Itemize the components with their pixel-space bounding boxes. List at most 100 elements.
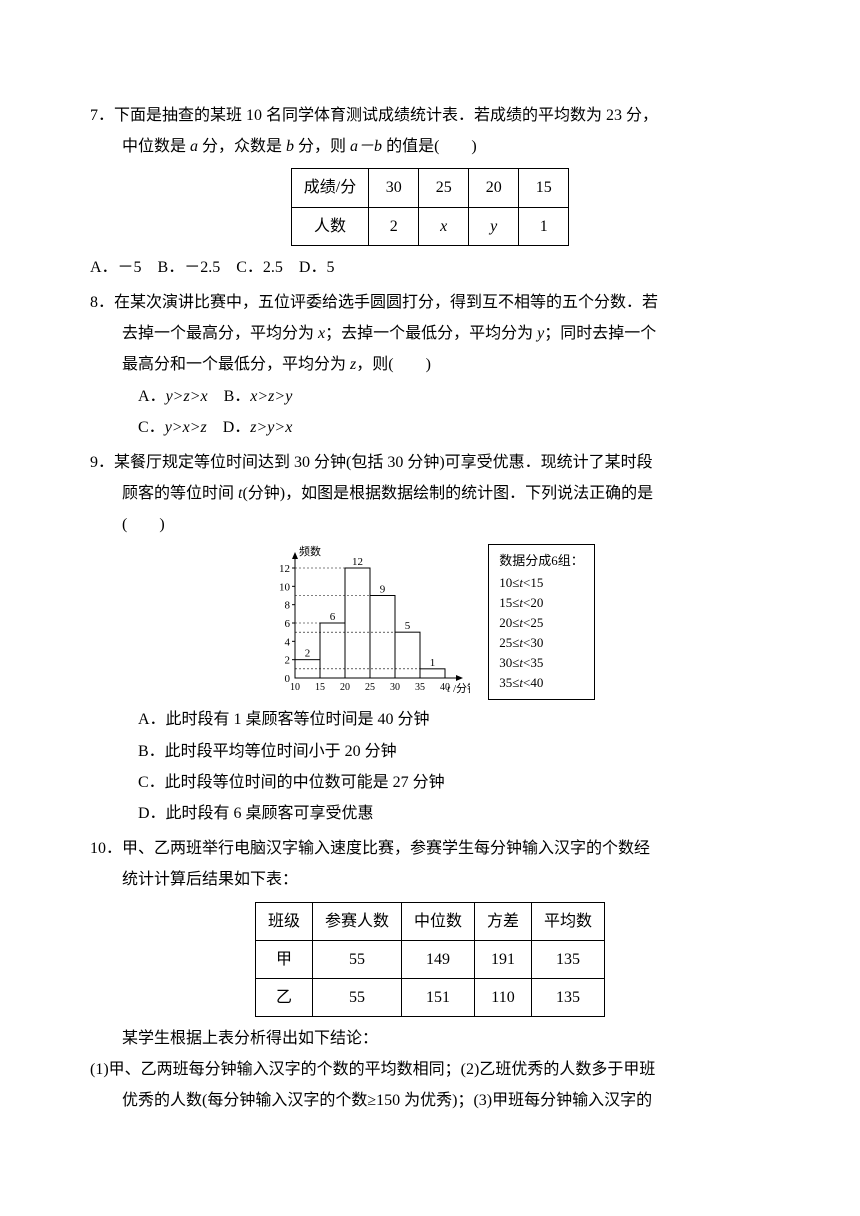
question-9: 9． 某餐厅规定等位时间达到 30 分钟(包括 30 分钟)可享受优惠．现统计了…: [90, 447, 770, 829]
q8-l3b: ，则( ): [356, 356, 431, 373]
q7-expr: a－b: [350, 138, 382, 155]
q9-number: 9．: [90, 447, 114, 478]
svg-text:1: 1: [430, 657, 436, 669]
q7-l2-mid: 分，众数是: [198, 138, 286, 155]
q9-line2: 顾客的等位时间 t(分钟)，如图是根据数据绘制的统计图．下列说法正确的是: [90, 478, 770, 509]
svg-text:9: 9: [380, 583, 386, 595]
q8-l2c: ；同时去掉一个: [544, 325, 656, 342]
svg-text:5: 5: [405, 620, 411, 632]
table-row: 成绩/分 30 25 20 15: [291, 169, 568, 207]
cell: x: [419, 207, 469, 245]
svg-text:12: 12: [352, 556, 363, 568]
cell: 参赛人数: [312, 902, 401, 940]
cell: 135: [532, 978, 605, 1016]
svg-text:12: 12: [279, 563, 290, 575]
cell: 55: [312, 978, 401, 1016]
cell: 成绩/分: [291, 169, 368, 207]
q7-line2: 中位数是 a 分，众数是 b 分，则 a－b 的值是( ): [90, 131, 770, 162]
q10-sub2: 优秀的人数(每分钟输入汉字的个数≥150 为优秀)；(3)甲班每分钟输入汉字的: [90, 1085, 770, 1116]
svg-text:4: 4: [285, 636, 291, 648]
legend-text: 25≤t<30: [499, 635, 543, 650]
q7-number: 7．: [90, 100, 114, 131]
cell: 20: [469, 169, 519, 207]
svg-text:30: 30: [390, 682, 400, 693]
q8-optA-expr: y>z>x: [166, 388, 208, 405]
cell: 151: [401, 978, 474, 1016]
q8-optB-label: B．: [208, 388, 251, 405]
q8-l3a: 最高分和一个最低分，平均分为: [122, 356, 350, 373]
q7-text1: 下面是抽查的某班 10 名同学体育测试成绩统计表．若成绩的平均数为 23 分，: [114, 100, 770, 131]
legend-item: 25≤t<30: [499, 633, 584, 653]
question-7: 7． 下面是抽查的某班 10 名同学体育测试成绩统计表．若成绩的平均数为 23 …: [90, 100, 770, 283]
svg-text:25: 25: [365, 682, 375, 693]
svg-text:10: 10: [290, 682, 300, 693]
q7-var-a: a: [190, 138, 198, 155]
q8-optD-label: D．: [207, 419, 251, 436]
cell: 乙: [255, 978, 312, 1016]
q7-options: A．－5 B．－2.5 C．2.5 D．5: [90, 252, 770, 283]
cell: 30: [369, 169, 419, 207]
q8-line1: 8． 在某次演讲比赛中，五位评委给选手圆圆打分，得到互不相等的五个分数．若: [90, 287, 770, 318]
q9-optA: A．此时段有 1 桌顾客等位时间是 40 分钟: [90, 704, 770, 735]
q9-l2a: 顾客的等位时间: [122, 485, 238, 502]
histogram-chart: 频数t/分钟024681012261295110152025303540: [265, 545, 470, 700]
cell: 中位数: [401, 902, 474, 940]
svg-text:20: 20: [340, 682, 350, 693]
q10-sub1-text: 甲、乙两班每分钟输入汉字的个数的平均数相同；(2)乙班优秀的人数多于甲班: [109, 1054, 770, 1085]
svg-text:8: 8: [285, 600, 291, 612]
q9-optB: B．此时段平均等位时间小于 20 分钟: [90, 736, 770, 767]
cell: y: [469, 207, 519, 245]
q9-optC: C．此时段等位时间的中位数可能是 27 分钟: [90, 767, 770, 798]
cell: 平均数: [532, 902, 605, 940]
q9-optD: D．此时段有 6 桌顾客可享受优惠: [90, 798, 770, 829]
cell: 1: [519, 207, 569, 245]
cell: 149: [401, 940, 474, 978]
legend-text: 30≤t<35: [499, 655, 543, 670]
legend-text: 15≤t<20: [499, 595, 543, 610]
svg-text:/分钟: /分钟: [453, 681, 470, 695]
q8-text1: 在某次演讲比赛中，五位评委给选手圆圆打分，得到互不相等的五个分数．若: [114, 287, 770, 318]
table-row: 人数 2 x y 1: [291, 207, 568, 245]
q10-line1: 10． 甲、乙两班举行电脑汉字输入速度比赛，参赛学生每分钟输入汉字的个数经: [90, 833, 770, 864]
q10-sub1: (1) 甲、乙两班每分钟输入汉字的个数的平均数相同；(2)乙班优秀的人数多于甲班: [90, 1054, 770, 1085]
q10-line3: 某学生根据上表分析得出如下结论：: [90, 1023, 770, 1054]
q8-l2b: ；去掉一个最低分，平均分为: [325, 325, 537, 342]
svg-text:15: 15: [315, 682, 325, 693]
legend-text: 35≤t<40: [499, 675, 543, 690]
svg-text:35: 35: [415, 682, 425, 693]
q7-l2-suffix: 分，则: [294, 138, 350, 155]
legend-text: 10≤t<15: [499, 575, 543, 590]
q8-optD-expr: z>y>x: [250, 419, 292, 436]
svg-text:6: 6: [330, 611, 336, 623]
legend-item: 10≤t<15: [499, 573, 584, 593]
q10-table: 班级 参赛人数 中位数 方差 平均数 甲 55 149 191 135 乙 55…: [255, 902, 605, 1018]
q7-var-b: b: [286, 138, 294, 155]
legend-text: 20≤t<25: [499, 615, 543, 630]
q8-optC-expr: y>x>z: [165, 419, 207, 436]
q8-optA-label: A．: [138, 388, 166, 405]
q8-optC-label: C．: [138, 419, 165, 436]
q8-options-row1: A．y>z>x B．x>z>y: [90, 381, 770, 412]
svg-text:2: 2: [285, 655, 291, 667]
svg-text:10: 10: [279, 581, 291, 593]
q9-text1: 某餐厅规定等位时间达到 30 分钟(包括 30 分钟)可享受优惠．现统计了某时段: [114, 447, 770, 478]
legend-item: 35≤t<40: [499, 673, 584, 693]
svg-text:40: 40: [440, 682, 450, 693]
cell: 25: [419, 169, 469, 207]
q7-l2-end: 的值是( ): [382, 138, 477, 155]
cell: 班级: [255, 902, 312, 940]
q8-number: 8．: [90, 287, 114, 318]
table-row: 乙 55 151 110 135: [255, 978, 604, 1016]
svg-text:频数: 频数: [299, 545, 321, 558]
q10-line2: 统计计算后结果如下表：: [90, 864, 770, 895]
q8-line2: 去掉一个最高分，平均分为 x；去掉一个最低分，平均分为 y；同时去掉一个: [90, 318, 770, 349]
table-row: 甲 55 149 191 135: [255, 940, 604, 978]
q9-line3: ( ): [90, 509, 770, 540]
svg-text:6: 6: [285, 618, 291, 630]
q9-line1: 9． 某餐厅规定等位时间达到 30 分钟(包括 30 分钟)可享受优惠．现统计了…: [90, 447, 770, 478]
q10-number: 10．: [90, 833, 122, 864]
cell: 135: [532, 940, 605, 978]
legend-title: 数据分成6组：: [499, 551, 584, 571]
q8-line3: 最高分和一个最低分，平均分为 z，则( ): [90, 349, 770, 380]
cell: 55: [312, 940, 401, 978]
